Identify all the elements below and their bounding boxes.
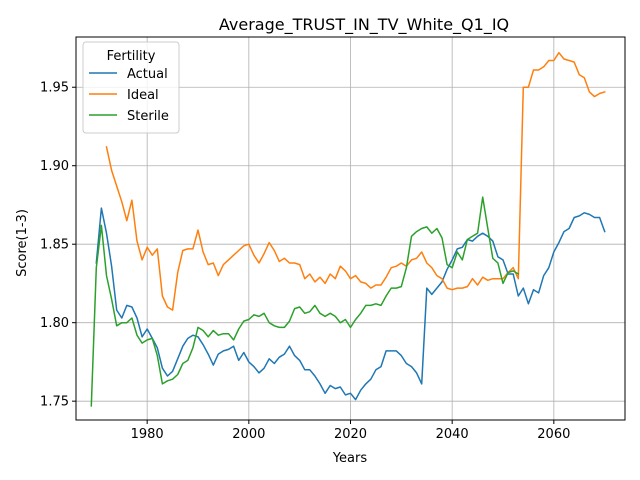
- legend-label-actual: Actual: [127, 67, 168, 82]
- x-tick-label: 1980: [131, 427, 164, 442]
- y-tick-label: 1.95: [40, 81, 69, 96]
- series-line-ideal: [105, 51, 606, 311]
- series-lines: [90, 51, 606, 407]
- series-line-sterile: [90, 196, 520, 407]
- x-tick-label: 2020: [334, 427, 367, 442]
- y-axis-label: Score(1-3): [15, 209, 30, 277]
- y-tick-label: 1.85: [40, 238, 69, 253]
- series-line-actual: [95, 207, 606, 401]
- y-axis: 1.75 1.80 1.85 1.90 1.95: [40, 81, 76, 410]
- x-tick-label: 2000: [232, 427, 265, 442]
- legend: Fertility Actual Ideal Sterile: [82, 41, 180, 134]
- legend-title: Fertility: [107, 49, 156, 64]
- grid-lines: [76, 37, 625, 420]
- y-tick-label: 1.90: [40, 159, 69, 174]
- x-tick-label: 2060: [537, 427, 570, 442]
- y-tick-label: 1.80: [40, 316, 69, 331]
- legend-box: [82, 41, 180, 134]
- legend-label-sterile: Sterile: [127, 109, 169, 124]
- x-axis-label: Years: [332, 451, 368, 466]
- chart-title: Average_TRUST_IN_TV_White_Q1_IQ: [219, 15, 509, 35]
- x-axis: 1980 2000 2020 2040 2060: [131, 420, 570, 442]
- y-tick-label: 1.75: [40, 395, 69, 410]
- x-tick-label: 2040: [436, 427, 469, 442]
- legend-label-ideal: Ideal: [127, 88, 159, 103]
